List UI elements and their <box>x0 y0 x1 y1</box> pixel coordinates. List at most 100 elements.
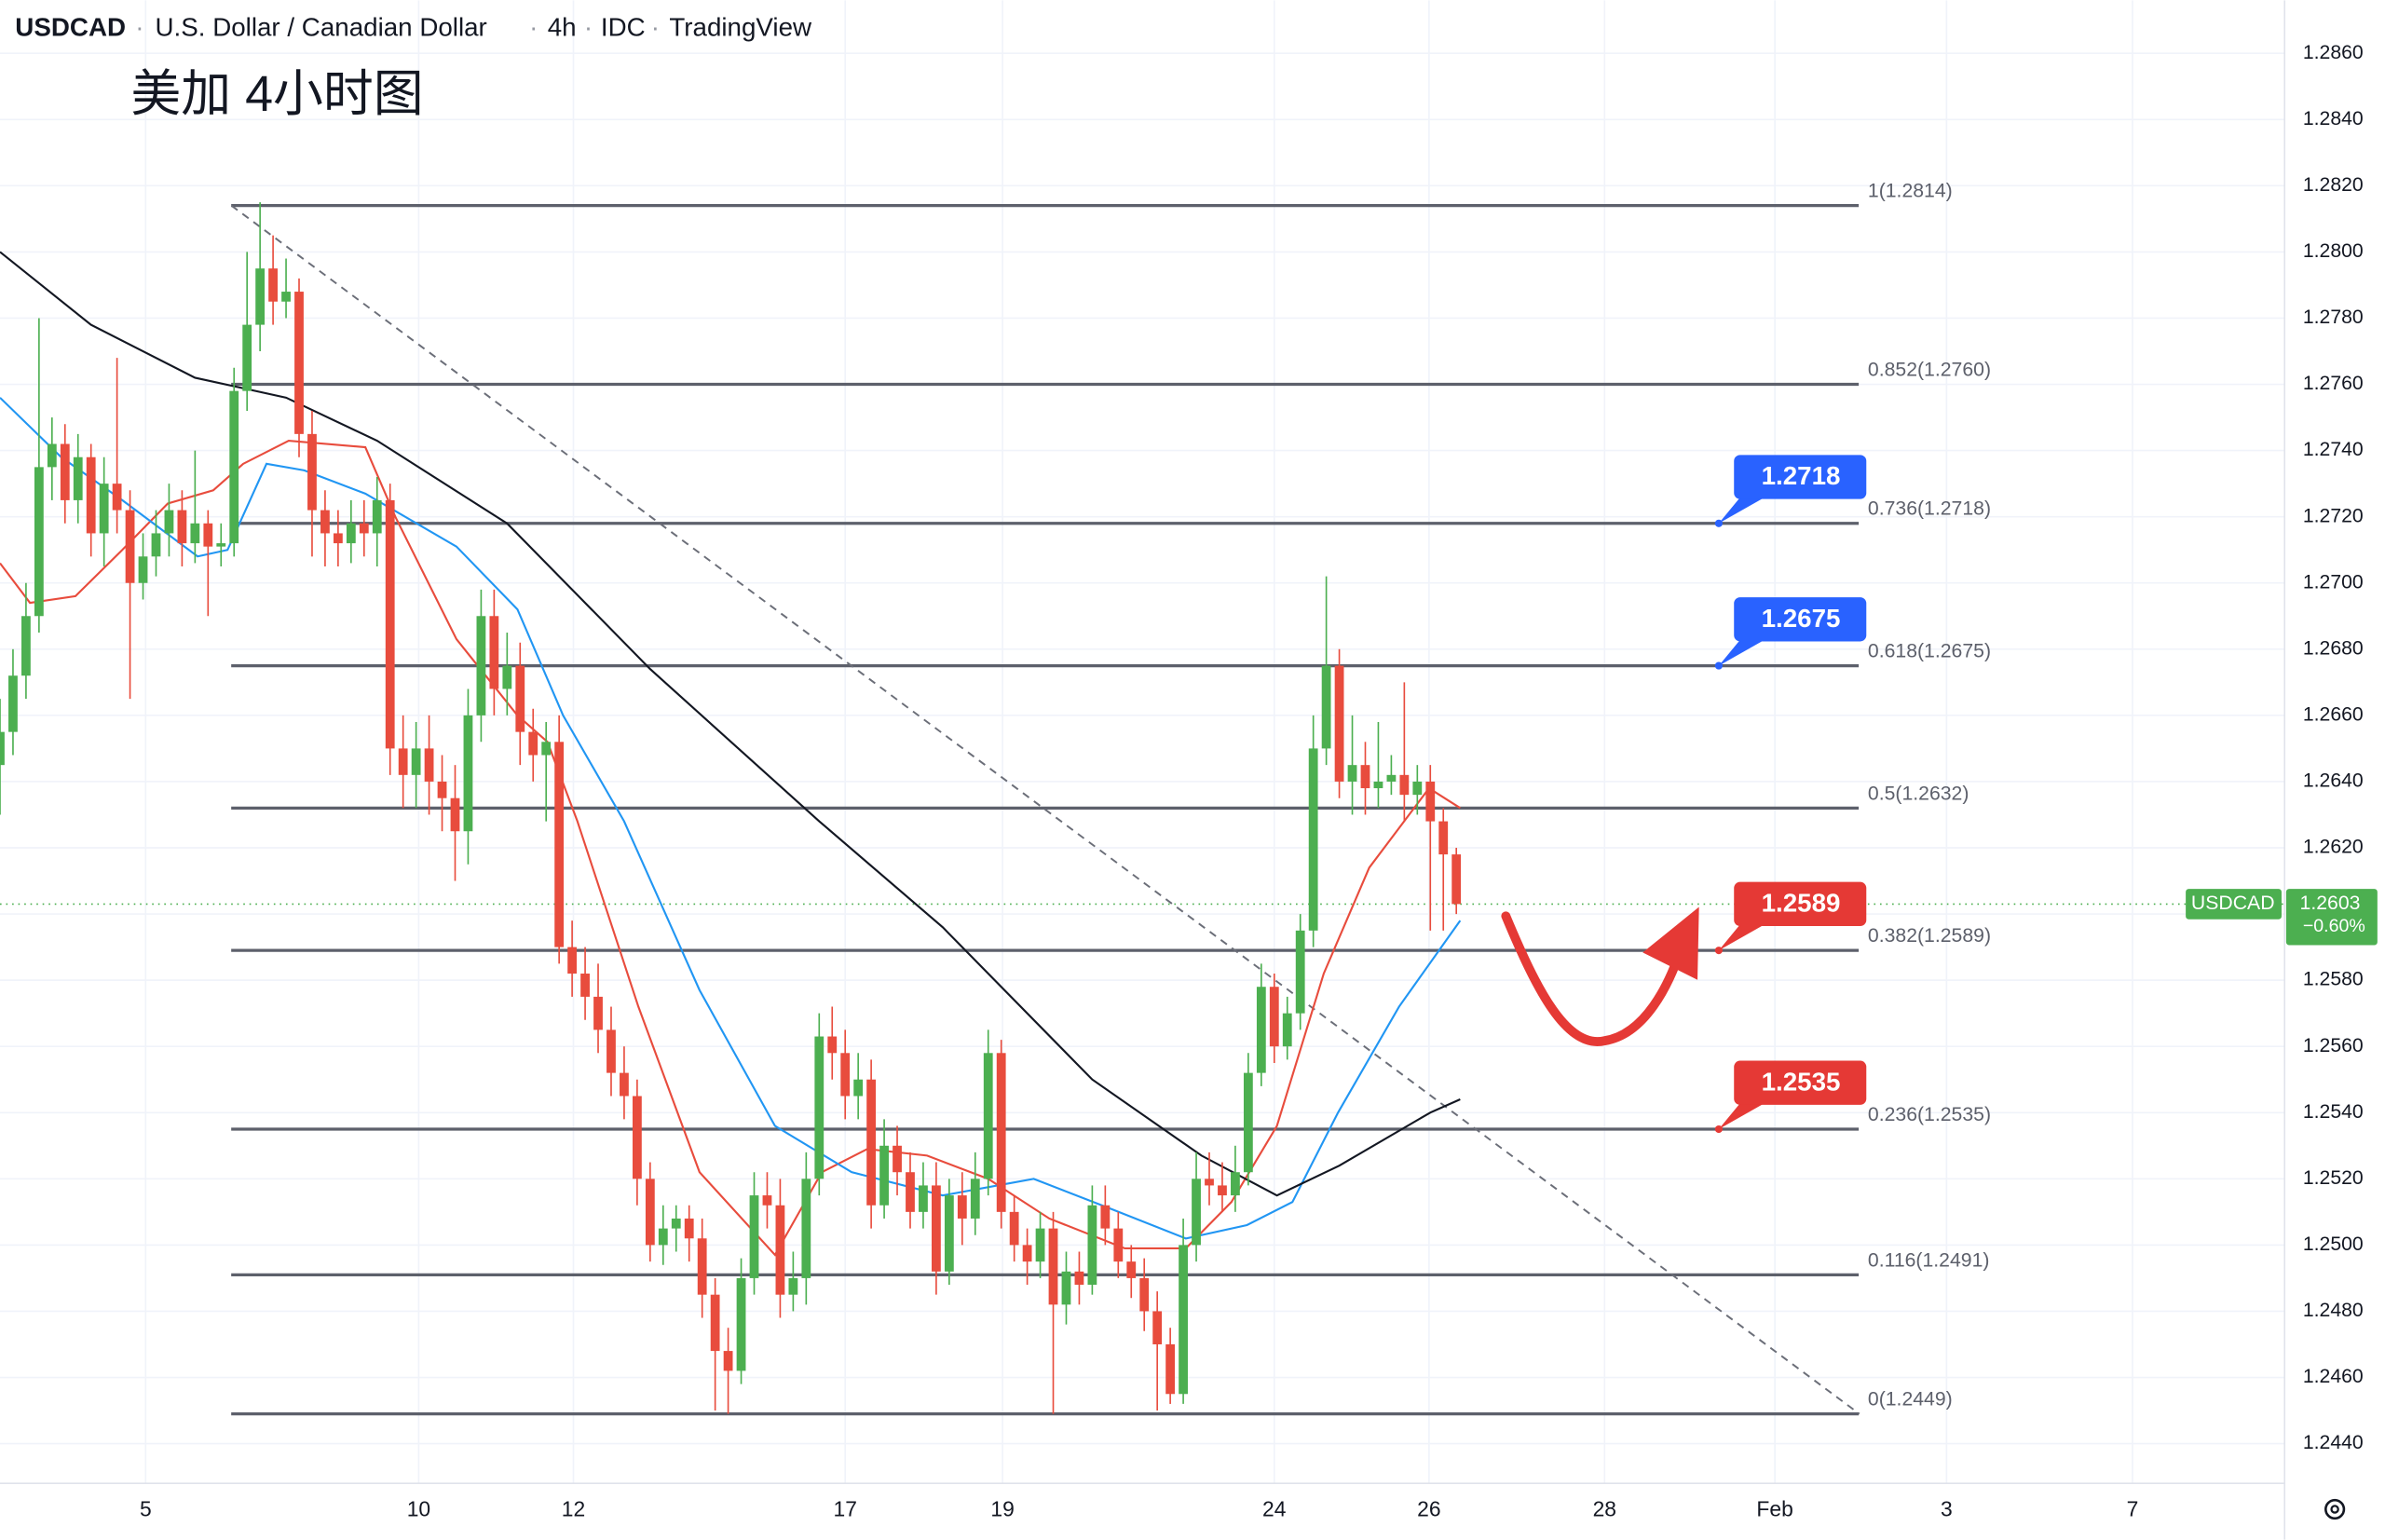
candle-body <box>671 1218 681 1229</box>
candle-body <box>1295 930 1305 1014</box>
x-tick-label: 26 <box>1417 1497 1440 1521</box>
candle-body <box>645 1179 655 1246</box>
brand: TradingView <box>669 13 812 42</box>
candle-body <box>944 1195 954 1272</box>
candle-body <box>164 510 174 534</box>
candle-body <box>177 510 187 544</box>
axes-layer: 1.2440 1.2460 1.2480 1.2500 1.2520 1.2540 1.25… <box>140 42 2378 1521</box>
y-tick-label: 1.2840 <box>2303 108 2364 129</box>
interval: 4h <box>548 13 577 42</box>
candle-body <box>801 1179 811 1278</box>
moving-average <box>0 397 1462 1240</box>
source: IDC <box>601 13 646 42</box>
callout-box <box>1734 881 1867 927</box>
candle-body <box>775 1205 785 1295</box>
y-tick-label: 1.2720 <box>2303 505 2364 526</box>
x-tick-label: 5 <box>140 1497 152 1521</box>
candle-body <box>0 731 5 766</box>
candle-body <box>840 1053 851 1097</box>
candle-body <box>333 533 343 544</box>
y-tick-label: 1.2680 <box>2303 637 2364 659</box>
candle-body <box>216 543 226 547</box>
symbol: USDCAD <box>15 13 126 42</box>
candle-body <box>424 748 434 782</box>
price-tag <box>2285 889 2378 946</box>
candle-body <box>346 523 356 544</box>
candle-body <box>1100 1205 1111 1229</box>
candle-body <box>1399 774 1410 796</box>
candle-body <box>723 1351 733 1371</box>
callout-anchor <box>1714 1124 1723 1134</box>
candle-body <box>463 715 473 832</box>
callout-tail <box>1718 924 1765 951</box>
candle-body <box>1347 765 1357 782</box>
fib-label: 1(1.2814) <box>1868 181 1953 202</box>
callout-tail <box>1718 639 1765 666</box>
candle-body <box>710 1294 720 1352</box>
x-tick-label: 7 <box>2127 1497 2139 1521</box>
separator: · <box>529 13 538 42</box>
candle-body <box>138 556 148 583</box>
candle-body <box>320 510 330 534</box>
header: USDCAD · U.S. Dollar / Canadian Dollar ·… <box>15 13 812 42</box>
forecast-arrowhead <box>1642 906 1699 980</box>
x-tick-label: 12 <box>562 1497 585 1521</box>
y-tick-label: 1.2800 <box>2303 240 2364 262</box>
candle-body <box>1179 1245 1188 1395</box>
x-tick-label: 17 <box>833 1497 856 1521</box>
candle-body <box>242 324 252 391</box>
y-tick-label: 1.2740 <box>2303 439 2364 460</box>
price-callout: 1.2718 <box>1714 455 1867 527</box>
y-tick-label: 1.2780 <box>2303 307 2364 328</box>
candle-body <box>489 616 499 689</box>
candle-body <box>385 499 395 749</box>
candle-body <box>229 390 239 544</box>
callout-box <box>1734 597 1867 642</box>
candle-body <box>372 499 382 534</box>
candle-body <box>502 665 512 689</box>
y-tick-label: 1.2860 <box>2303 42 2364 63</box>
x-tick-label: 24 <box>1262 1497 1287 1521</box>
gear[interactable] <box>2324 1498 2346 1520</box>
candle-body <box>1321 665 1331 749</box>
candle-body <box>1126 1261 1137 1278</box>
y-tick-label: 1.2560 <box>2303 1035 2364 1056</box>
candle-body <box>125 510 135 583</box>
candle-body <box>528 731 538 756</box>
candle-body <box>932 1185 941 1272</box>
y-tick-label: 1.2820 <box>2303 174 2364 196</box>
fib-label: 0.736(1.2718) <box>1868 498 1991 520</box>
candle-body <box>151 533 161 557</box>
candle-body <box>788 1277 798 1295</box>
callout-box <box>1734 455 1867 499</box>
price-tag-value: 1.2603 <box>2300 893 2361 914</box>
candle-body <box>190 523 200 544</box>
candle-body <box>1231 1172 1240 1196</box>
callout-anchor <box>1714 947 1723 955</box>
y-tick-label: 1.2520 <box>2303 1167 2364 1189</box>
candle-body <box>1269 987 1279 1047</box>
candle-body <box>996 1053 1006 1212</box>
candle-body <box>684 1218 694 1239</box>
price-callout: 1.2535 <box>1714 1060 1867 1134</box>
y-tick-label: 1.2580 <box>2303 969 2364 990</box>
gear-hub[interactable] <box>2330 1505 2339 1514</box>
candle-body <box>541 742 552 756</box>
candle-body <box>1451 854 1462 905</box>
candle-body <box>294 292 304 434</box>
y-tick-label: 1.2760 <box>2303 373 2364 394</box>
candle-body <box>879 1145 889 1206</box>
candle-body <box>437 781 447 798</box>
callout-box <box>1734 1060 1867 1105</box>
chart-title: 美加 4小时图 <box>130 66 423 122</box>
settings-icon[interactable] <box>2324 1498 2346 1520</box>
price-callout: 1.2589 <box>1714 881 1867 955</box>
callout-label: 1.2718 <box>1762 461 1841 490</box>
candle-body <box>268 268 278 302</box>
price-tag-change: −0.60% <box>2303 916 2365 936</box>
candle-body <box>658 1228 668 1246</box>
callout-label: 1.2589 <box>1762 888 1841 917</box>
candle-body <box>866 1079 877 1206</box>
